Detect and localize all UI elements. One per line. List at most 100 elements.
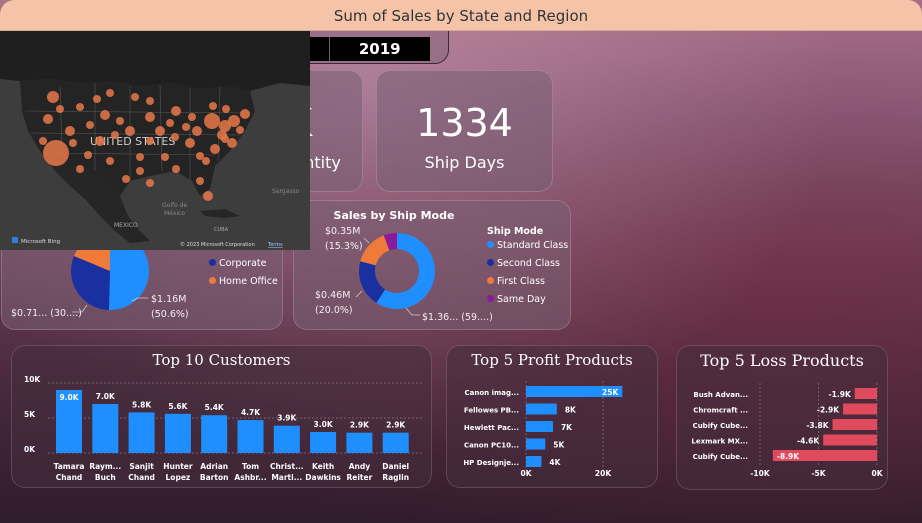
customer-bar-7[interactable]	[310, 432, 337, 453]
loss-bar-0[interactable]	[854, 388, 877, 399]
map-bubble-34[interactable]	[221, 135, 229, 143]
customer-bar-2[interactable]	[128, 412, 155, 453]
map-bubble-20[interactable]	[185, 138, 195, 148]
profit-bar-1[interactable]	[526, 403, 557, 415]
profit-bar-4[interactable]	[526, 456, 542, 467]
map-bubble-50[interactable]	[86, 121, 94, 129]
map-bubble-11[interactable]	[188, 113, 196, 121]
map-bubble-40[interactable]	[166, 119, 174, 127]
map-bubble-28[interactable]	[106, 157, 114, 165]
customer-name-line1-8: Andy	[349, 462, 371, 471]
map-bubble-30[interactable]	[161, 153, 169, 161]
shipmode-legend-first[interactable]: First Class	[487, 276, 545, 287]
map-bubble-25[interactable]	[111, 131, 119, 139]
year-button-2019[interactable]: 2019	[358, 40, 401, 58]
customer-bar-8[interactable]	[346, 432, 373, 453]
loss-xtick-0: -10K	[750, 469, 771, 478]
profit-products-panel: Top 5 Profit Products 0K 20K Canon imag...…	[446, 345, 658, 488]
map-bubble-47[interactable]	[146, 179, 154, 187]
map-bubble-46[interactable]	[136, 167, 144, 175]
map-bubble-1[interactable]	[43, 114, 53, 124]
loss-bar-4[interactable]	[772, 450, 877, 461]
map-terms-link[interactable]: Terms	[267, 242, 283, 248]
loss-products-bar-chart: -10K -5K 0K Bush Advan... -1.9K Chromcraft ..…	[691, 383, 884, 478]
map-bubble-37[interactable]	[182, 123, 190, 131]
customer-bar-9[interactable]	[382, 432, 409, 453]
customer-value-9: 2.9K	[386, 421, 406, 430]
customer-bar-6[interactable]	[273, 425, 300, 453]
map-bubble-8[interactable]	[131, 93, 139, 101]
loss-bar-3[interactable]	[823, 434, 877, 446]
map-bubble-2[interactable]	[39, 137, 47, 145]
map-bubble-15[interactable]	[240, 109, 250, 119]
map-bubble-49[interactable]	[100, 110, 110, 120]
map-bubble-26[interactable]	[95, 136, 105, 146]
customer-bar-0[interactable]	[56, 390, 82, 453]
map-bubble-7[interactable]	[106, 89, 114, 97]
customer-name-line2-4: Barton	[200, 473, 229, 482]
map-bubble-3[interactable]	[43, 140, 69, 166]
loss-bar-1[interactable]	[843, 403, 877, 415]
map-bubble-41[interactable]	[192, 126, 202, 136]
map-bubble-6[interactable]	[93, 95, 101, 103]
map-bubble-21[interactable]	[171, 133, 179, 141]
map-bubble-45[interactable]	[76, 165, 84, 173]
map-bubble-19[interactable]	[196, 152, 204, 160]
customer-bar-5[interactable]	[237, 420, 264, 453]
map-bubble-29[interactable]	[136, 153, 144, 161]
map-bubble-12[interactable]	[204, 113, 220, 129]
customer-bar-4[interactable]	[201, 415, 228, 453]
shipmode-legend-standard[interactable]: Standard Class	[487, 240, 568, 251]
customers-ytick-1: 5K	[24, 410, 36, 419]
top-customers-bar-chart: 10K 5K 0K 9.0K Tamara Chand 7.0K Raym... Buch 5.8…	[24, 375, 424, 482]
segment-slice-1[interactable]	[70, 255, 110, 310]
map-bubble-48[interactable]	[122, 175, 130, 183]
map-bubble-44[interactable]	[69, 139, 77, 147]
shipmode-slice-0[interactable]	[376, 233, 435, 309]
segment-slice-0[interactable]	[108, 232, 149, 310]
map-bubble-39[interactable]	[145, 112, 155, 122]
map-bubble-18[interactable]	[210, 144, 220, 154]
customer-bar-3[interactable]	[164, 413, 191, 453]
profit-bar-3[interactable]	[526, 438, 546, 450]
segment-legend-corporate[interactable]: Corporate	[209, 258, 267, 269]
map-bubble-35[interactable]	[227, 138, 237, 148]
map-bubble-5[interactable]	[76, 103, 84, 111]
shipmode-slice-3[interactable]	[383, 233, 397, 251]
loss-bar-2[interactable]	[832, 419, 877, 430]
map-bubble-38[interactable]	[116, 117, 124, 125]
sales-bubble-map[interactable]: UNITED STATES MEXICO Golfo de México CUB…	[0, 31, 310, 250]
map-bubble-32[interactable]	[196, 177, 204, 185]
map-bubble-27[interactable]	[84, 151, 92, 159]
map-bubble-43[interactable]	[222, 105, 230, 113]
customer-bar-1[interactable]	[92, 404, 119, 453]
map-bubble-14[interactable]	[228, 115, 240, 127]
map-bubble-9[interactable]	[146, 97, 154, 105]
map-bubble-31[interactable]	[172, 165, 180, 173]
profit-bar-0[interactable]	[526, 386, 623, 397]
shipmode-label-first-value: $0.35M	[325, 226, 361, 237]
shipmode-legend-same-day[interactable]: Same Day	[487, 294, 546, 305]
shipmode-legend-second[interactable]: Second Class	[487, 258, 560, 269]
shipmode-slice-2[interactable]	[360, 235, 390, 266]
top-customers-panel: Top 10 Customers 10K 5K 0K 9.0K Tamara Chand 7…	[11, 345, 432, 488]
map-bubble-42[interactable]	[209, 102, 217, 110]
profit-bar-2[interactable]	[526, 421, 553, 432]
segment-legend-home-office[interactable]: Home Office	[209, 276, 278, 287]
map-bubble-13[interactable]	[219, 120, 231, 132]
customers-ytick-2: 0K	[24, 445, 36, 454]
shipmode-slice-1[interactable]	[359, 261, 386, 303]
customer-value-8: 2.9K	[350, 421, 370, 430]
customer-name-line2-9: Raglin	[382, 473, 409, 482]
customer-name-line2-2: Chand	[128, 473, 155, 482]
map-bubble-0[interactable]	[47, 91, 59, 103]
map-bubble-51[interactable]	[56, 105, 64, 113]
map-bubble-36[interactable]	[202, 157, 210, 165]
map-bubble-4[interactable]	[65, 126, 75, 136]
map-bubble-33[interactable]	[203, 191, 213, 201]
map-bubble-10[interactable]	[171, 106, 181, 116]
map-bubble-22[interactable]	[155, 126, 165, 136]
map-bubble-16[interactable]	[236, 126, 244, 134]
map-bubble-23[interactable]	[146, 137, 154, 145]
map-bubble-24[interactable]	[125, 126, 135, 136]
